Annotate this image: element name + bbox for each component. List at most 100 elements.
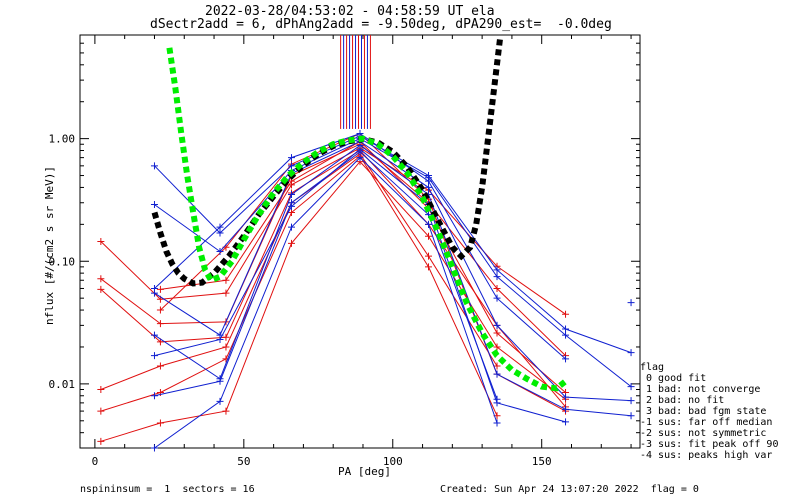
data-point bbox=[425, 177, 433, 185]
data-point bbox=[562, 393, 570, 401]
data-point bbox=[156, 320, 164, 328]
data-point bbox=[150, 201, 158, 209]
data-point bbox=[222, 407, 230, 415]
data-point bbox=[562, 325, 570, 333]
data-point bbox=[150, 331, 158, 339]
series-line bbox=[154, 144, 632, 417]
data-point bbox=[627, 412, 635, 420]
data-point bbox=[97, 385, 105, 393]
data-point bbox=[222, 289, 230, 297]
legend-item: -4 sus: peaks high var bbox=[640, 450, 773, 461]
data-point bbox=[150, 444, 158, 452]
data-point bbox=[425, 263, 433, 271]
series-line bbox=[160, 140, 566, 393]
chart-title-line1: 2022-03-28/04:53:02 - 04:58:59 UT ela bbox=[205, 4, 495, 19]
legend-item: -2 sus: not symmetric bbox=[640, 428, 767, 439]
legend-item: -1 sus: far off median bbox=[640, 417, 773, 428]
data-point bbox=[287, 191, 295, 199]
data-point bbox=[493, 329, 501, 337]
data-point bbox=[216, 223, 224, 231]
data-point bbox=[150, 289, 158, 297]
data-point bbox=[493, 321, 501, 329]
data-point bbox=[356, 130, 364, 138]
chart-title-line2: dSectr2add = 6, dPhAng2add = -9.50deg, d… bbox=[150, 17, 612, 32]
series-line bbox=[100, 149, 566, 408]
data-point bbox=[627, 397, 635, 405]
data-point bbox=[493, 284, 501, 292]
footer-left: nspininsum = 1 sectors = 16 bbox=[80, 484, 255, 495]
legend-item: 3 bad: bad fgm state bbox=[640, 406, 767, 417]
data-point bbox=[493, 343, 501, 351]
x-tick-label: 150 bbox=[532, 455, 552, 468]
data-point bbox=[156, 306, 164, 314]
data-point bbox=[425, 183, 433, 191]
data-point bbox=[216, 248, 224, 256]
data-point bbox=[425, 252, 433, 260]
x-axis-label: PA [deg] bbox=[338, 465, 391, 478]
series-line bbox=[154, 133, 566, 360]
data-point bbox=[627, 383, 635, 391]
data-point bbox=[562, 418, 570, 426]
series-line bbox=[100, 143, 566, 356]
data-point bbox=[493, 294, 501, 302]
data-point bbox=[627, 299, 635, 307]
data-point bbox=[97, 285, 105, 293]
data-point bbox=[216, 229, 224, 237]
legend-item: 0 good fit bbox=[640, 373, 707, 384]
data-point bbox=[425, 220, 433, 228]
data-point bbox=[562, 355, 570, 363]
data-point bbox=[287, 208, 295, 216]
data-point bbox=[222, 333, 230, 341]
data-point bbox=[627, 349, 635, 357]
y-axis-label: nflux [#/(cm2 s sr MeV)] bbox=[43, 166, 56, 325]
x-tick-label: 0 bbox=[92, 455, 99, 468]
data-point bbox=[222, 355, 230, 363]
footer-right: Created: Sun Apr 24 13:07:20 2022 flag =… bbox=[440, 484, 699, 495]
series-line bbox=[100, 160, 566, 442]
green-fit-curve bbox=[166, 47, 568, 392]
data-point bbox=[222, 276, 230, 284]
legend-title: flag bbox=[640, 362, 665, 373]
x-tick-label: 50 bbox=[237, 455, 250, 468]
data-point bbox=[156, 419, 164, 427]
legend-item: 2 bad: no fit bbox=[640, 395, 725, 406]
data-point bbox=[97, 407, 105, 415]
data-point bbox=[156, 285, 164, 293]
y-tick-label: 0.10 bbox=[49, 255, 76, 268]
legend-item: 1 bad: not converge bbox=[640, 384, 761, 395]
data-point bbox=[493, 370, 501, 378]
data-point bbox=[287, 239, 295, 247]
data-point bbox=[97, 437, 105, 445]
data-point bbox=[216, 377, 224, 385]
x-tick-label: 100 bbox=[383, 455, 403, 468]
data-point bbox=[493, 362, 501, 370]
data-point bbox=[150, 162, 158, 170]
data-point bbox=[97, 237, 105, 245]
data-point bbox=[425, 232, 433, 240]
data-point bbox=[562, 331, 570, 339]
data-point bbox=[562, 310, 570, 318]
data-point bbox=[156, 362, 164, 370]
data-point bbox=[287, 199, 295, 207]
data-point bbox=[216, 336, 224, 344]
data-point bbox=[562, 405, 570, 413]
data-point bbox=[216, 397, 224, 405]
plot-frame bbox=[79, 34, 641, 449]
data-point bbox=[150, 392, 158, 400]
data-point bbox=[356, 154, 364, 162]
data-point bbox=[287, 154, 295, 162]
legend-item: -3 sus: fit peak off 90 bbox=[640, 439, 779, 450]
data-point bbox=[493, 395, 501, 403]
data-point bbox=[97, 275, 105, 283]
y-tick-label: 1.00 bbox=[49, 133, 76, 146]
series-line bbox=[154, 151, 498, 400]
y-tick-label: 0.01 bbox=[49, 378, 76, 391]
series-line bbox=[154, 156, 498, 448]
data-point bbox=[493, 273, 501, 281]
data-point bbox=[493, 266, 501, 274]
data-point bbox=[287, 223, 295, 231]
data-point bbox=[222, 343, 230, 351]
series-line bbox=[154, 148, 566, 423]
data-point bbox=[150, 352, 158, 360]
